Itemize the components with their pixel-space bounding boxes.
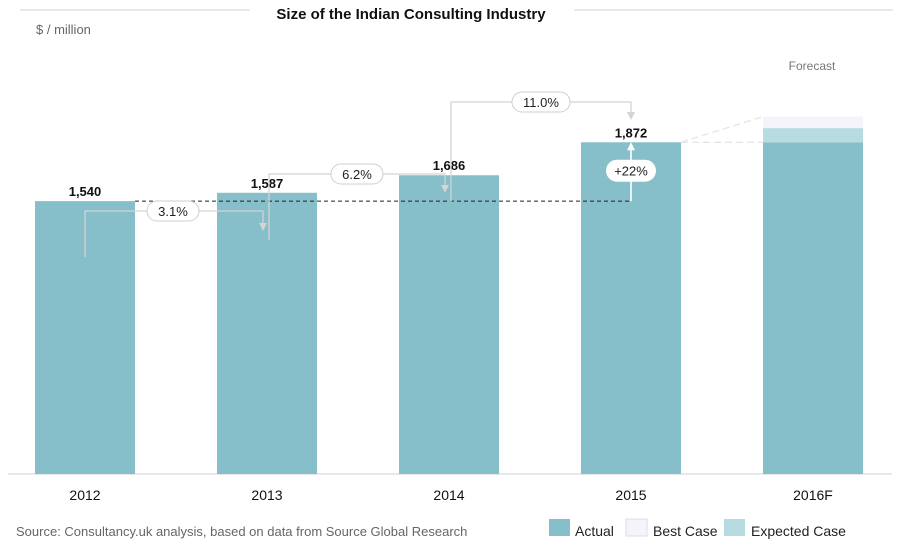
legend-label-best-case: Best Case [653, 523, 718, 539]
legend-swatch-best-case [625, 518, 648, 537]
x-tick-label-2013: 2013 [251, 487, 282, 503]
forecast-connector-top [680, 115, 764, 143]
growth-pill-3 [511, 91, 571, 113]
value-label-2015: 1,872 [615, 125, 648, 140]
growth-label-1: 3.1% [158, 204, 188, 219]
growth-pill-2 [330, 163, 384, 185]
growth-arrowhead-2015 [627, 112, 635, 120]
cumulative-growth-label: +22% [614, 164, 648, 179]
growth-label-2: 6.2% [342, 167, 372, 182]
unit-label: $ / million [36, 22, 91, 37]
x-tick-label-2014: 2014 [433, 487, 464, 503]
growth-label-3: 11.0% [523, 95, 559, 110]
bar-actual-2013 [217, 192, 317, 474]
source-note: Source: Consultancy.uk analysis, based o… [16, 524, 467, 539]
cumulative-growth-pill [606, 159, 656, 182]
bar-best-case-2016F [763, 116, 863, 129]
bar-expected-case-2016F [763, 128, 863, 143]
cumulative-growth-arrowhead [627, 142, 635, 151]
legend-swatch-expected-case [724, 519, 745, 536]
value-label-2014: 1,686 [433, 158, 466, 173]
legend-swatch-actual [549, 519, 570, 536]
x-tick-label-2015: 2015 [615, 487, 646, 503]
legend-label-actual: Actual [575, 523, 614, 539]
value-label-2012: 1,540 [69, 184, 102, 199]
value-label-2013: 1,587 [251, 176, 284, 191]
x-tick-label-2016F: 2016F [793, 487, 833, 503]
growth-arrowhead-2014 [441, 185, 449, 193]
growth-arrowhead-2013 [259, 223, 267, 231]
growth-pill-1 [146, 200, 200, 222]
legend-label-expected-case: Expected Case [751, 523, 846, 539]
bar-actual-2014 [399, 175, 499, 475]
forecast-label: Forecast [789, 59, 836, 73]
bar-actual-2016F [763, 142, 863, 474]
x-tick-label-2012: 2012 [69, 487, 100, 503]
chart-title: Size of the Indian Consulting Industry [276, 6, 546, 23]
